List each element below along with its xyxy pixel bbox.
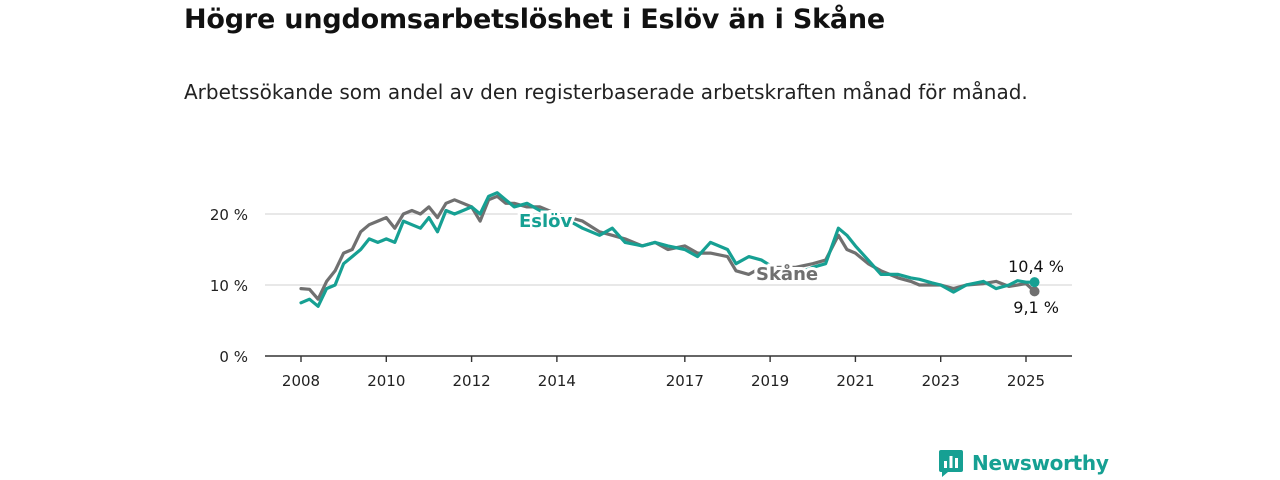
end-value-eslov: 10,4 %	[1008, 257, 1064, 276]
end-value-skane: 9,1 %	[1013, 298, 1059, 317]
x-tick-label: 2023	[922, 372, 960, 390]
x-tick-label: 2010	[367, 372, 405, 390]
x-tick-label: 2025	[1007, 372, 1045, 390]
brand-name: Newsworthy	[972, 451, 1109, 475]
series-labels: Eslöv Skåne 10,4 % 9,1 %	[516, 208, 1064, 317]
y-tick-label: 0 %	[219, 348, 248, 366]
brand-logo: Newsworthy	[938, 448, 1109, 478]
series-label-skane: Skåne	[756, 263, 818, 285]
newsworthy-logo-icon	[939, 450, 963, 477]
x-tick-label: 2019	[751, 372, 789, 390]
x-tick-label: 2021	[836, 372, 874, 390]
x-tick-label: 2008	[282, 372, 320, 390]
series-line-skane	[299, 194, 1037, 301]
y-tick-label: 20 %	[210, 206, 248, 224]
x-axis-ticks: 2008 2010 2012 2014 2017 2019 2021 2023 2025	[265, 355, 1072, 390]
series-line-eslov	[299, 191, 1037, 308]
x-tick-label: 2017	[666, 372, 704, 390]
x-tick-label: 2012	[452, 372, 490, 390]
series-label-eslov: Eslöv	[519, 211, 573, 232]
end-point-eslov	[1029, 277, 1040, 288]
chart-subtitle: Arbetssökande som andel av den registerb…	[184, 80, 1028, 104]
end-point-skane	[1029, 286, 1040, 297]
x-tick-label: 2014	[538, 372, 576, 390]
y-axis-ticks: 0 % 10 % 20 %	[210, 206, 248, 366]
y-tick-label: 10 %	[210, 277, 248, 295]
chart-title: Högre ungdomsarbetslöshet i Eslöv än i S…	[184, 4, 886, 35]
series-lines	[299, 191, 1040, 308]
